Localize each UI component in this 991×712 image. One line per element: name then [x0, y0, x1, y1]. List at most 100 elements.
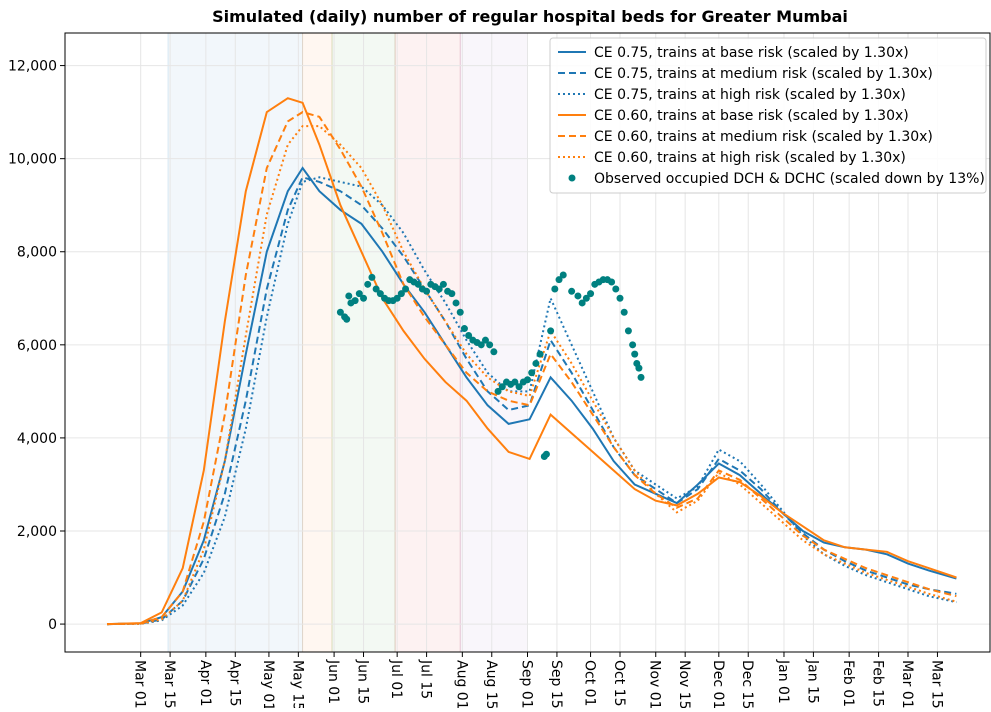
- observed-point: [559, 271, 567, 279]
- observed-point: [351, 297, 359, 305]
- observed-point: [620, 308, 628, 316]
- observed-point: [515, 383, 523, 391]
- observed-point: [587, 290, 595, 298]
- chart-title: Simulated (daily) number of regular hosp…: [212, 7, 848, 26]
- observed-point: [528, 369, 536, 377]
- x-tick-label: Jul 01: [388, 659, 404, 699]
- observed-point: [494, 387, 502, 395]
- observed-point: [372, 285, 380, 293]
- x-tick-label: Mar 15: [928, 660, 944, 708]
- observed-point: [439, 280, 447, 288]
- observed-point: [532, 359, 540, 367]
- observed-point: [423, 287, 431, 295]
- x-tick-label: Sep 01: [519, 660, 535, 708]
- observed-point: [612, 285, 620, 293]
- x-tick-label: Mar 15: [161, 660, 177, 708]
- observed-point: [343, 315, 351, 323]
- x-tick-label: May 15: [289, 660, 305, 708]
- x-tick-label: Oct 01: [582, 660, 598, 706]
- shaded-period: [394, 32, 461, 653]
- observed-point: [368, 273, 376, 281]
- x-tick-label: Jan 15: [804, 659, 820, 704]
- observed-point: [608, 278, 616, 286]
- legend-label: CE 0.75, trains at medium risk (scaled b…: [594, 66, 933, 82]
- y-tick-label: 8,000: [17, 245, 57, 261]
- x-tick-label: Jul 15: [418, 659, 434, 699]
- observed-point: [629, 341, 637, 349]
- observed-point: [551, 285, 559, 293]
- series-line: [106, 111, 957, 626]
- observed-point: [345, 292, 353, 300]
- y-tick-label: 6,000: [17, 338, 57, 354]
- observed-point: [360, 294, 368, 302]
- x-tick-label: Sep 15: [548, 660, 564, 708]
- observed-point: [402, 285, 410, 293]
- legend-box: [549, 37, 987, 194]
- observed-point: [574, 292, 582, 300]
- observed-point: [393, 294, 401, 302]
- x-tick-label: Dec 01: [710, 660, 726, 708]
- legend-label: CE 0.60, trains at medium risk (scaled b…: [594, 129, 933, 145]
- observed-point: [376, 290, 384, 298]
- legend-label: CE 0.75, trains at high risk (scaled by …: [594, 87, 906, 103]
- legend-label: CE 0.60, trains at high risk (scaled by …: [594, 150, 906, 166]
- x-tick-label: Oct 15: [611, 660, 627, 706]
- series-line: [106, 97, 957, 626]
- x-tick-label: Aug 15: [483, 660, 499, 708]
- x-tick-label: Dec 15: [739, 660, 755, 708]
- observed-point: [547, 327, 555, 335]
- x-tick-label: Mar 01: [899, 660, 915, 708]
- observed-point: [498, 383, 506, 391]
- x-tick-label: Nov 15: [676, 660, 692, 708]
- observed-point: [481, 336, 489, 344]
- observed-point: [635, 364, 643, 372]
- y-tick-label: 4,000: [17, 431, 57, 447]
- observed-point: [435, 285, 443, 293]
- observed-point: [542, 450, 550, 458]
- observed-point: [624, 327, 632, 335]
- x-tick-label: Mar 01: [132, 660, 148, 708]
- observed-point: [456, 308, 464, 316]
- observed-point: [524, 376, 531, 384]
- legend-label: Observed occupied DCH & DCHC (scaled dow…: [594, 171, 985, 187]
- y-tick-label: 2,000: [17, 524, 57, 540]
- observed-point: [364, 280, 372, 288]
- legend-label: CE 0.60, trains at base risk (scaled by …: [594, 108, 909, 124]
- observed-point: [452, 299, 460, 307]
- observed-point: [465, 332, 473, 340]
- x-tick-label: Aug 01: [453, 660, 469, 708]
- observed-point: [616, 294, 624, 302]
- x-tick-label: Jan 01: [775, 659, 791, 704]
- x-tick-label: Apr 15: [226, 660, 242, 706]
- observed-point: [355, 290, 363, 298]
- series-line: [106, 166, 957, 626]
- series-line: [106, 176, 957, 626]
- observed-point: [637, 373, 645, 381]
- x-tick-label: Jun 01: [325, 659, 341, 704]
- y-tick-label: 0: [48, 617, 57, 633]
- observed-point: [582, 294, 590, 302]
- observed-point: [477, 341, 485, 349]
- series-line: [106, 176, 957, 626]
- x-tick-label: Feb 15: [870, 660, 886, 707]
- y-tick-label: 12,000: [8, 59, 57, 75]
- observed-point: [397, 290, 405, 298]
- x-tick-label: Nov 01: [647, 660, 663, 708]
- series-line: [106, 125, 957, 626]
- observed-point: [460, 325, 468, 333]
- observed-point: [631, 350, 639, 358]
- y-tick-label: 10,000: [8, 152, 57, 168]
- observed-point: [448, 290, 456, 298]
- legend-swatch: [568, 174, 576, 182]
- observed-point: [414, 280, 422, 288]
- x-tick-label: Apr 01: [197, 660, 213, 706]
- shaded-period: [302, 32, 333, 653]
- observed-point: [511, 378, 519, 386]
- observed-point: [568, 287, 576, 295]
- observed-point: [336, 308, 344, 316]
- observed-point: [555, 276, 563, 284]
- legend-label: CE 0.75, trains at base risk (scaled by …: [594, 45, 909, 61]
- plot-frame: [64, 32, 991, 653]
- observed-point: [490, 348, 498, 356]
